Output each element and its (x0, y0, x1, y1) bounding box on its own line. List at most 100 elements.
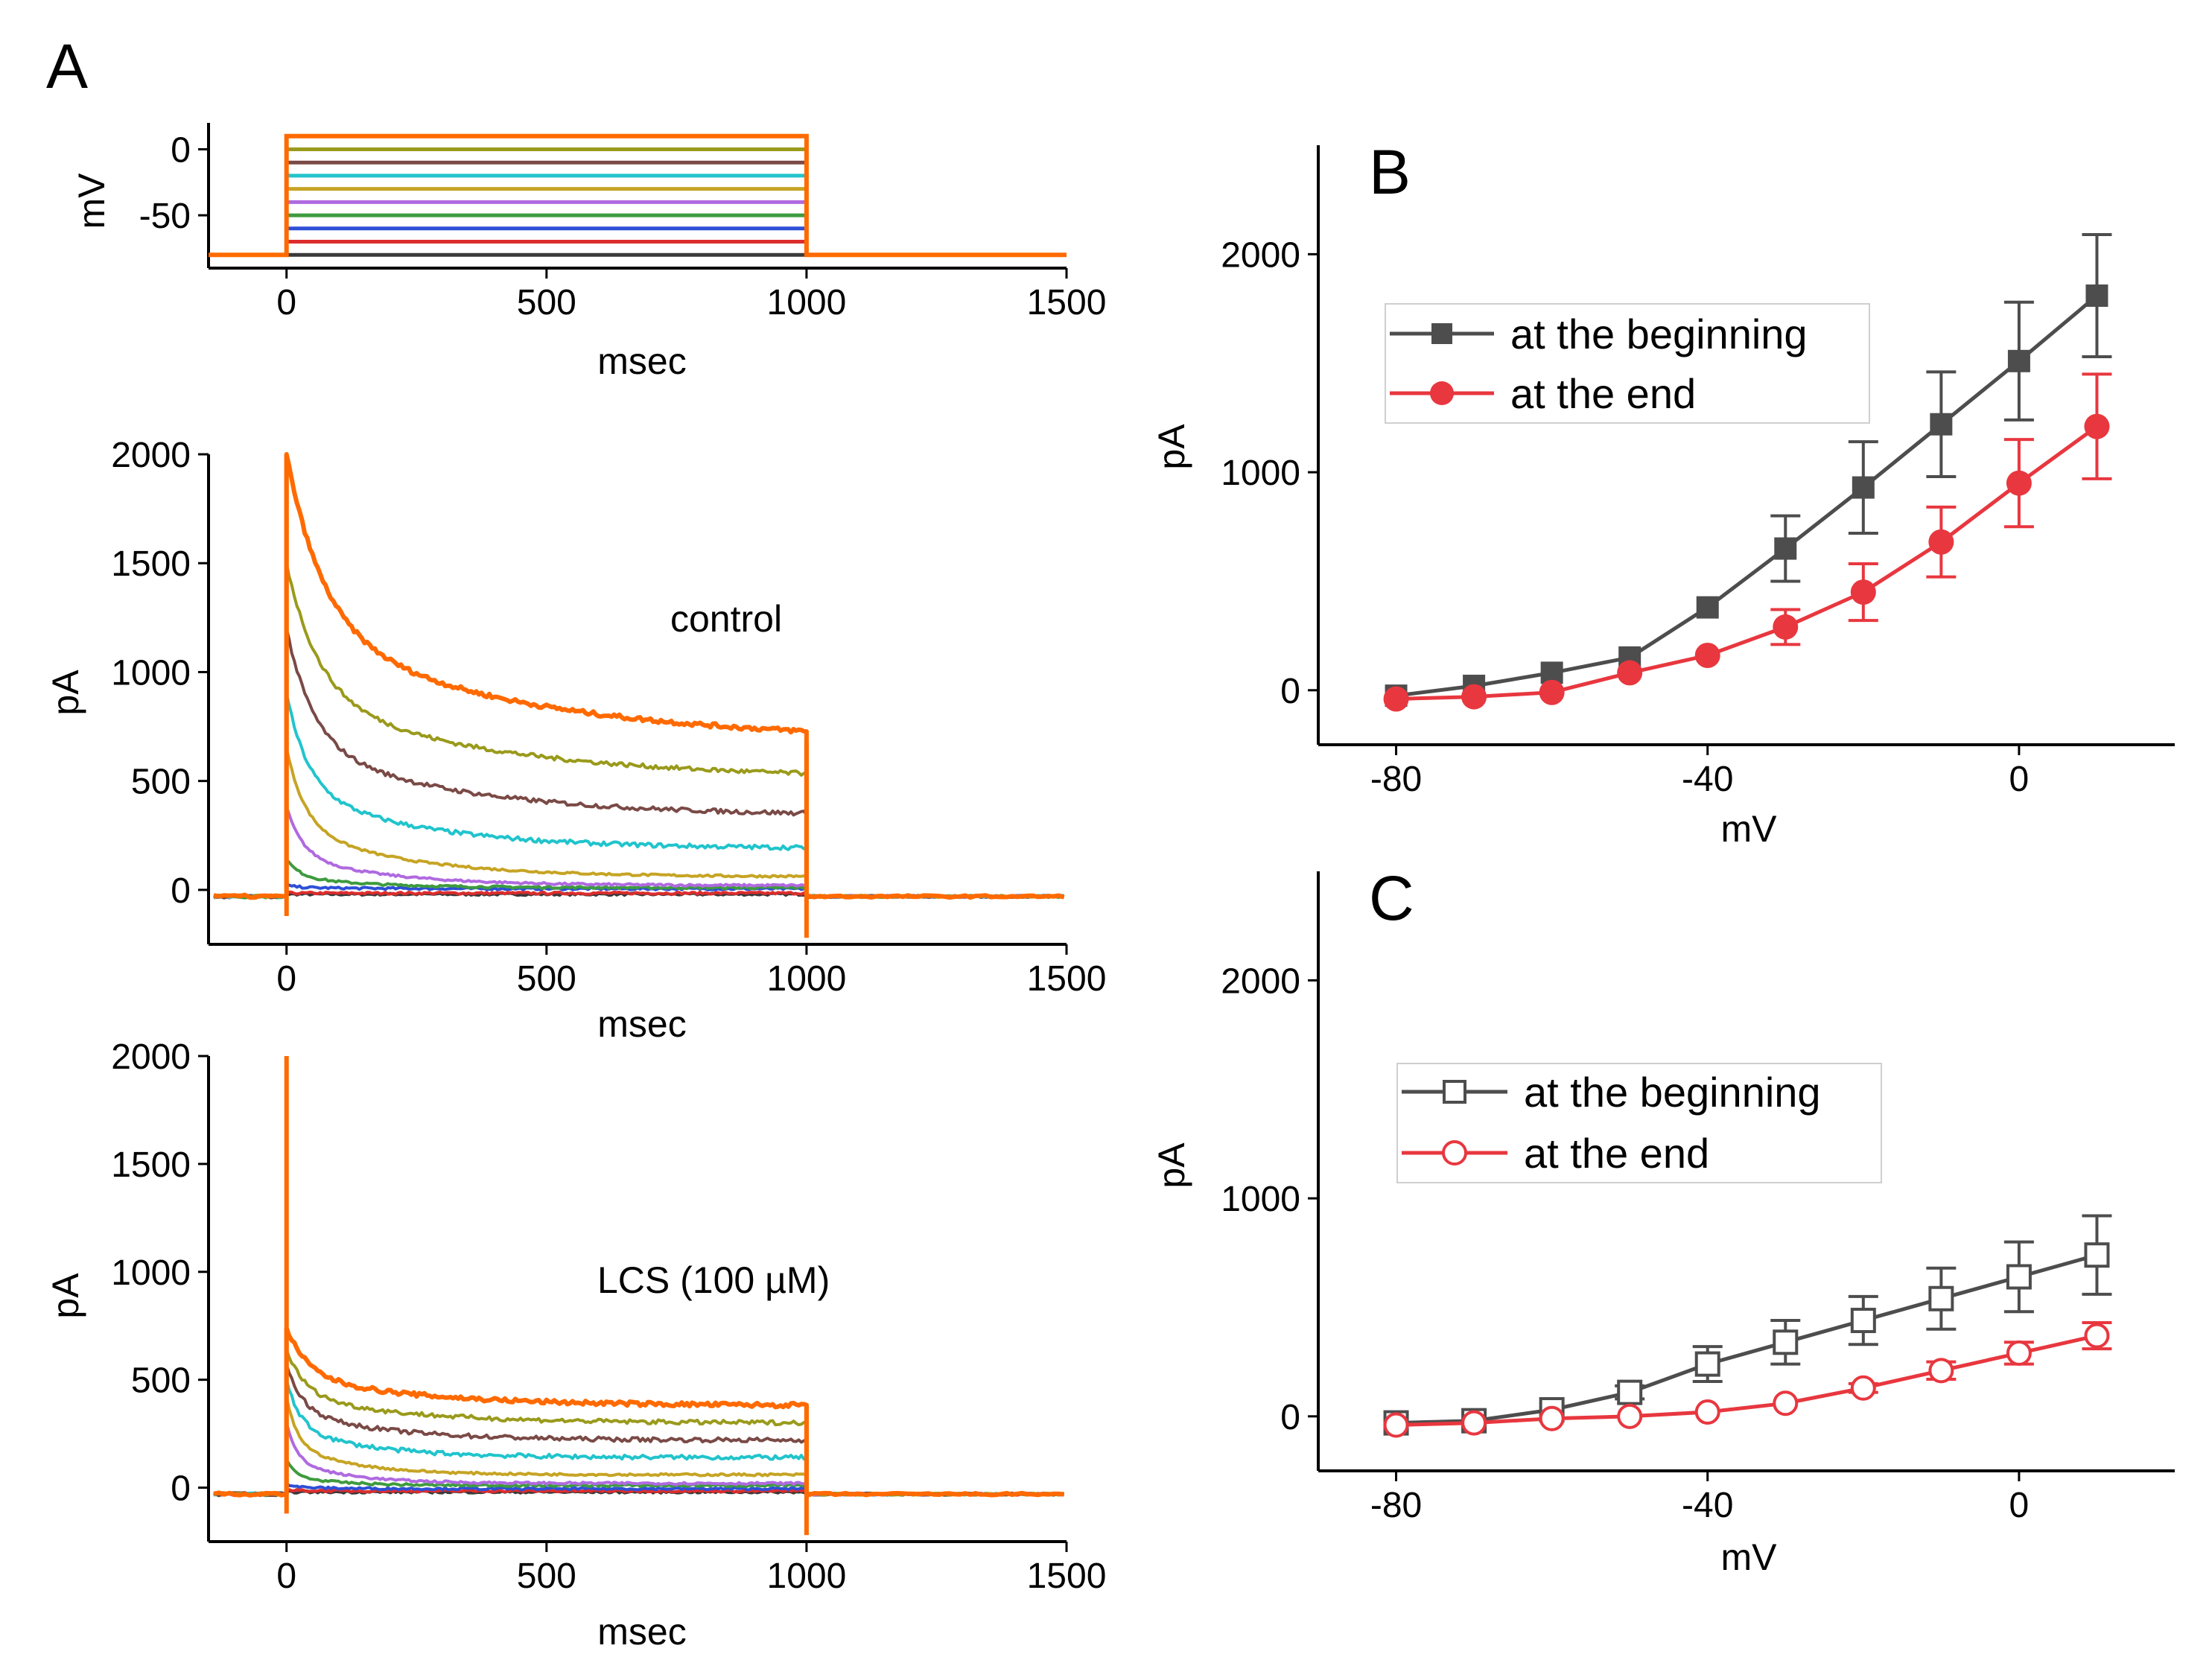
c-point-end (1928, 1358, 1954, 1384)
c-point-beginning (1694, 1351, 1720, 1377)
b-x-tick-label: 0 (2009, 760, 2030, 799)
lcs-y-tick-label: 500 (131, 1361, 191, 1401)
b-legend-marker-beginning (1431, 323, 1452, 344)
c-point-beginning (1617, 1379, 1643, 1405)
c-legend-label-end: at the end (1524, 1130, 1709, 1177)
c-x-tick-label: 0 (2009, 1486, 2030, 1525)
control-y-tick-label: 0 (171, 871, 191, 911)
c-point-end (1850, 1375, 1876, 1401)
b-x-tick-label: -80 (1370, 760, 1422, 799)
control-y-tick-label: 1000 (111, 653, 191, 693)
control-x-tick-label: 1000 (767, 959, 847, 999)
lcs-xlabel: msec (597, 1611, 686, 1653)
b-point-end (1694, 642, 1720, 668)
control-ylabel: pA (45, 670, 86, 716)
b-point-beginning (2085, 284, 2108, 307)
control-current-trace (213, 452, 1065, 900)
protocol-step-trace (209, 133, 1067, 258)
b-line-end (1396, 425, 2098, 701)
control-xlabel: msec (597, 1003, 686, 1045)
protocol-xlabel: msec (597, 340, 686, 382)
control-x-tick-label: 0 (276, 959, 296, 999)
panel-letter-a: A (46, 31, 88, 101)
b-legend-marker-end (1430, 381, 1454, 405)
c-y-tick-label: 0 (1280, 1398, 1300, 1437)
c-legend-box (1396, 1063, 1882, 1183)
b-y-tick-label: 0 (1280, 672, 1300, 711)
lcs-x-tick-label: 500 (517, 1557, 576, 1596)
lcs-x-tick-label: 0 (276, 1557, 296, 1596)
protocol-x-tick-label: 1500 (1027, 283, 1107, 322)
c-point-beginning (2006, 1264, 2032, 1290)
c-y-tick-label: 2000 (1221, 961, 1300, 1001)
lcs-y-tick-label: 1500 (111, 1145, 191, 1185)
lcs-current-trace (213, 1395, 1065, 1497)
c-point-beginning (1850, 1308, 1876, 1334)
b-point-end (2006, 470, 2032, 496)
lcs-current-trace (213, 1326, 1064, 1498)
panel-letter-c: C (1369, 863, 1414, 933)
control-y-tick-label: 500 (131, 763, 191, 802)
b-point-end (1928, 529, 1954, 555)
c-point-end (1383, 1412, 1409, 1438)
c-legend-marker-end (1442, 1140, 1467, 1166)
c-line-beginning (1396, 1253, 2098, 1425)
control-current-trace (213, 805, 1064, 900)
c-point-end (1617, 1403, 1643, 1429)
b-point-end (2084, 413, 2110, 439)
b-line-beginning (1396, 294, 2099, 698)
b-point-beginning (1774, 537, 1797, 560)
b-point-end (1773, 614, 1799, 640)
panel-letter-b: B (1369, 137, 1411, 207)
c-line-end (1396, 1334, 2098, 1427)
protocol-step-trace (209, 213, 1067, 257)
control-current-trace (213, 746, 1064, 900)
c-point-end (1461, 1410, 1487, 1436)
lcs-y-tick-label: 1000 (111, 1253, 191, 1293)
c-x-tick-label: -80 (1370, 1486, 1422, 1525)
b-x-tick-label: -40 (1682, 760, 1733, 799)
c-x-tick-label: -40 (1682, 1486, 1733, 1525)
b-y-tick-label: 1000 (1221, 454, 1300, 493)
protocol-y-tick-label: -50 (139, 197, 191, 236)
control-x-tick-label: 1500 (1027, 959, 1107, 999)
b-legend-label-end: at the end (1510, 370, 1696, 417)
b-point-end (1539, 679, 1565, 705)
control-annotation: control (670, 598, 782, 640)
protocol-ylabel: mV (71, 173, 112, 229)
b-ylabel: pA (1151, 424, 1192, 470)
c-point-end (1773, 1390, 1799, 1416)
c-ylabel: pA (1151, 1142, 1192, 1189)
b-legend-box (1385, 303, 1870, 424)
b-y-tick-label: 2000 (1221, 235, 1300, 275)
control-y-tick-label: 2000 (111, 436, 191, 475)
c-point-end (2084, 1323, 2110, 1349)
protocol-x-tick-label: 0 (276, 283, 296, 322)
c-point-end (1694, 1399, 1720, 1425)
protocol-step-trace (209, 187, 1067, 257)
b-point-beginning (1852, 476, 1875, 499)
b-point-beginning (2007, 349, 2030, 372)
c-point-beginning (1773, 1329, 1799, 1355)
b-point-beginning (1696, 596, 1719, 619)
c-point-end (2006, 1340, 2032, 1366)
lcs-annotation: LCS (100 µM) (597, 1259, 830, 1301)
c-xlabel: mV (1721, 1536, 1778, 1578)
lcs-y-tick-label: 2000 (111, 1037, 191, 1077)
b-point-end (1383, 686, 1409, 712)
control-x-tick-label: 500 (517, 959, 576, 999)
protocol-x-tick-label: 1000 (767, 283, 847, 322)
b-point-beginning (1930, 413, 1953, 436)
lcs-y-tick-label: 0 (171, 1469, 191, 1509)
control-current-trace (213, 627, 1064, 900)
protocol-y-tick-label: 0 (171, 130, 191, 170)
c-point-end (1539, 1405, 1565, 1431)
b-xlabel: mV (1721, 808, 1778, 850)
c-point-beginning (1928, 1285, 1954, 1311)
c-point-beginning (2084, 1242, 2110, 1268)
control-y-tick-label: 1500 (111, 544, 191, 584)
c-y-tick-label: 1000 (1221, 1180, 1300, 1219)
lcs-x-tick-label: 1000 (767, 1557, 847, 1596)
protocol-x-tick-label: 500 (517, 283, 576, 322)
